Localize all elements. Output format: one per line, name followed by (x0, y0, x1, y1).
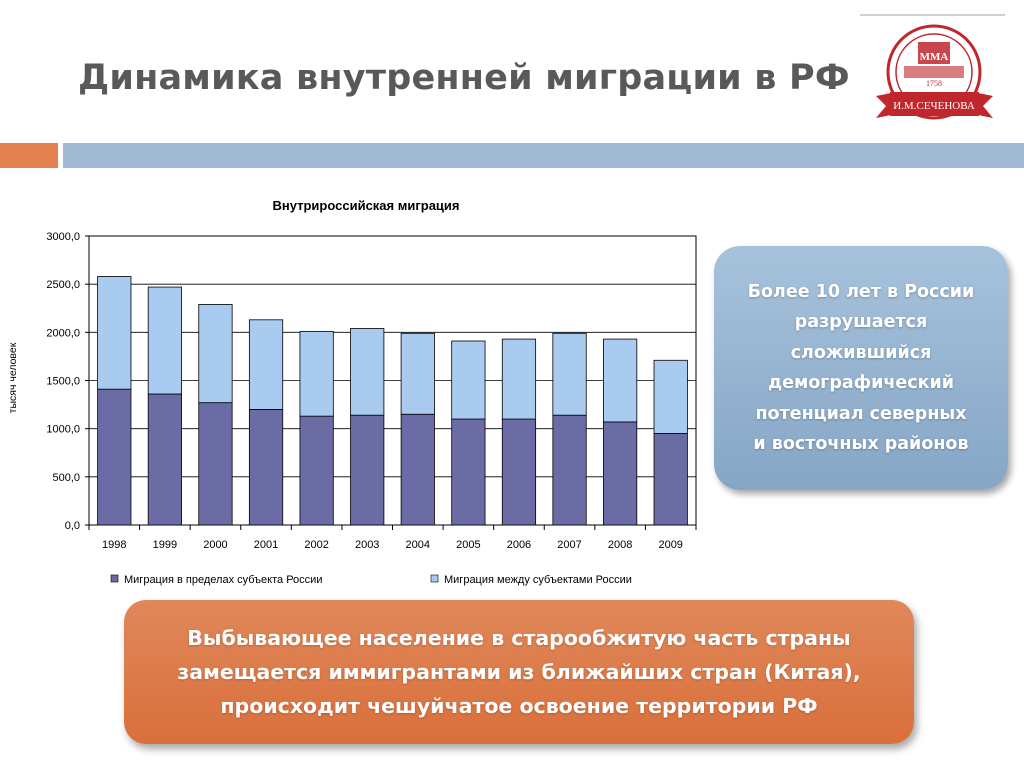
gridlines (89, 283, 696, 478)
x-tick-label: 2003 (355, 539, 379, 551)
bar-within-region-2004 (400, 413, 435, 526)
bar-between-regions-2000 (198, 303, 233, 404)
bar-between-regions-1999 (147, 286, 182, 395)
bar-within-region-2001 (248, 408, 284, 526)
slide-title: Динамика внутренней миграции в РФ (78, 58, 850, 98)
x-tick-label: 2001 (254, 539, 278, 551)
header-band (63, 143, 1024, 168)
bar-between-regions-2007 (552, 332, 587, 416)
bar-between-regions-2005 (451, 340, 486, 420)
note-callout: Выбывающее население в старообжитую част… (124, 600, 914, 744)
x-tick-label: 2008 (608, 539, 632, 551)
bar-between-regions-2009 (653, 359, 688, 434)
legend-swatch (430, 574, 439, 583)
y-tick-label: 2500,0 (46, 279, 80, 291)
info-callout: Более 10 лет в России разрушается сложив… (714, 246, 1008, 490)
y-tick-label: 2000,0 (46, 327, 80, 339)
x-tick-label: 2006 (507, 539, 531, 551)
note-callout-text: Выбывающее население в старообжитую част… (177, 626, 861, 718)
chart-title: Внутрироссийская миграция (272, 198, 459, 213)
legend-label: Миграция в пределах субъекта России (124, 574, 322, 586)
y-tick-label: 1000,0 (46, 424, 80, 436)
header-rule (860, 14, 1005, 16)
bar-within-region-2000 (198, 402, 233, 526)
bar-within-region-2003 (350, 414, 385, 526)
bar-within-region-2002 (299, 415, 334, 526)
accent-bar (0, 143, 58, 168)
x-tick-label: 2005 (456, 539, 480, 551)
bar-between-regions-2002 (299, 330, 334, 417)
x-tick-label: 1999 (153, 539, 177, 551)
y-axis: 0,0 500,0 1000,0 1500,0 2000,0 2500,0 3000,0 (46, 231, 89, 532)
university-seal-icon: 1758 ММА И.М.СЕЧЕНОВА (876, 24, 993, 120)
bar-between-regions-1998 (97, 276, 132, 390)
bar-between-regions-2008 (603, 338, 638, 423)
bar-within-region-2009 (653, 433, 688, 526)
legend-label: Миграция между субъектами России (444, 574, 632, 586)
y-tick-label: 500,0 (52, 472, 80, 484)
migration-chart: Внутрироссийская миграция тысяч человек … (7, 198, 697, 586)
x-axis: 1998 1999 2000 2001 2002 2003 2004 2005 2006 2007… (88, 525, 697, 551)
bar-between-regions-2006 (501, 338, 537, 420)
seal-ribbon-text: И.М.СЕЧЕНОВА (893, 100, 975, 112)
y-tick-label: 0,0 (65, 520, 80, 532)
x-tick-label: 2000 (203, 539, 227, 551)
x-tick-label: 2007 (557, 539, 581, 551)
bar-within-region-2007 (552, 414, 587, 526)
bar-series (97, 276, 688, 526)
y-axis-label: тысяч человек (7, 342, 19, 413)
x-tick-label: 2009 (658, 539, 682, 551)
chart-legend: Миграция в пределах субъекта России Мигра… (110, 574, 632, 586)
x-tick-label: 2002 (304, 539, 328, 551)
bar-within-region-1998 (97, 388, 132, 526)
seal-year: 1758 (926, 79, 942, 88)
x-tick-label: 2004 (406, 539, 430, 551)
bar-between-regions-2003 (350, 328, 385, 416)
bar-between-regions-2004 (400, 332, 435, 415)
bar-within-region-2006 (501, 418, 537, 526)
bar-within-region-2005 (451, 418, 486, 526)
x-tick-label: 1998 (102, 539, 126, 551)
y-tick-label: 1500,0 (46, 376, 80, 388)
info-callout-text: Более 10 лет в России разрушается сложив… (747, 281, 975, 455)
legend-swatch (110, 574, 119, 583)
seal-monogram: ММА (920, 51, 949, 63)
bar-within-region-2008 (603, 421, 638, 526)
y-tick-label: 3000,0 (46, 231, 80, 243)
bar-between-regions-2001 (248, 319, 284, 410)
bar-within-region-1999 (147, 393, 182, 526)
